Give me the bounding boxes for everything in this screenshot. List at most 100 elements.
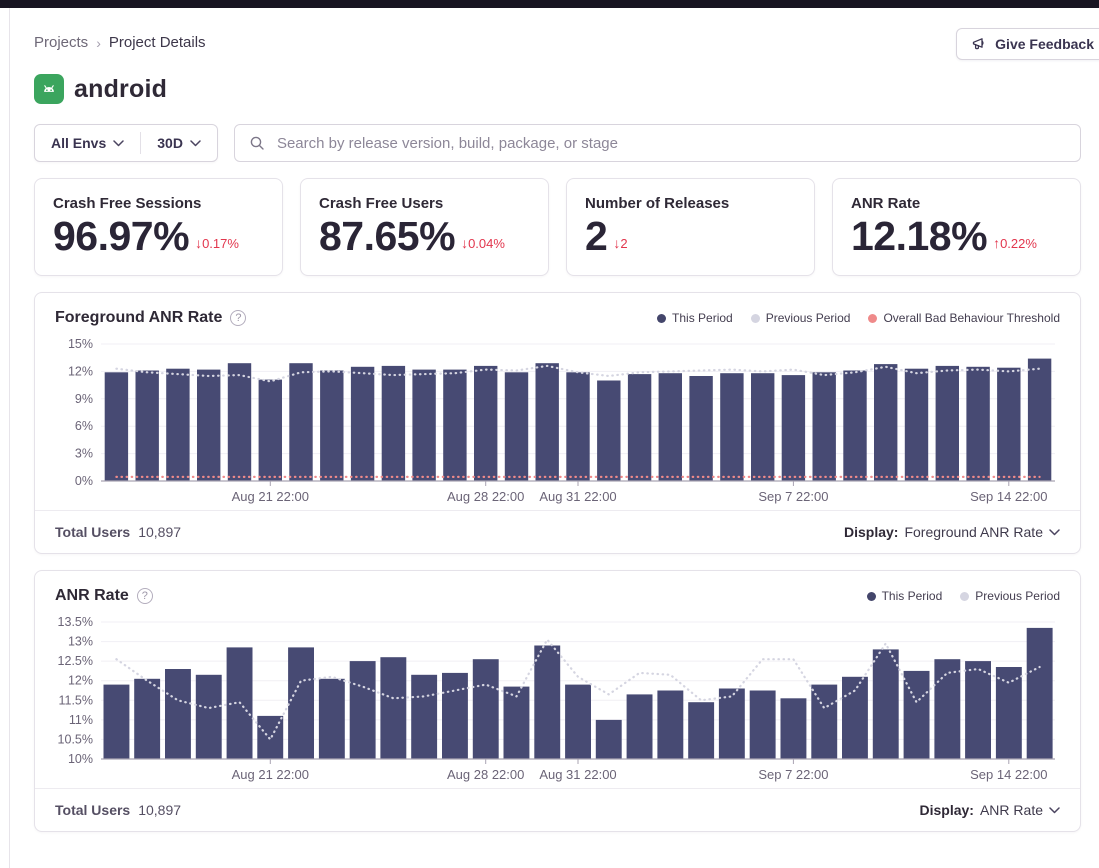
stat-title: Crash Free Users xyxy=(319,195,444,212)
arrow-up-icon: ↑ xyxy=(993,235,1001,252)
stat-delta: ↑0.22% xyxy=(993,235,1037,252)
svg-text:13%: 13% xyxy=(68,635,93,649)
breadcrumb-separator-icon: › xyxy=(96,34,101,51)
chart-footer: Total Users 10,897 Display: Foreground A… xyxy=(35,510,1080,553)
svg-text:Sep 14 22:00: Sep 14 22:00 xyxy=(970,767,1047,782)
svg-text:11.5%: 11.5% xyxy=(58,693,93,707)
legend-dot xyxy=(868,313,878,323)
page-title: android xyxy=(74,74,168,103)
chart-title: ANR Rate xyxy=(55,587,129,604)
date-range-filter-dropdown[interactable]: 30D xyxy=(141,125,217,161)
legend-item-this-period[interactable]: This Period xyxy=(866,589,942,603)
svg-text:12%: 12% xyxy=(68,674,93,688)
display-metric-dropdown[interactable]: Display: ANR Rate xyxy=(920,802,1061,818)
legend-dot xyxy=(750,313,760,323)
megaphone-icon xyxy=(971,36,987,52)
stat-value: 87.65% xyxy=(319,213,456,259)
svg-text:Aug 28 22:00: Aug 28 22:00 xyxy=(447,767,524,782)
stat-delta: ↓2 xyxy=(613,235,628,252)
environment-filter-dropdown[interactable]: All Envs xyxy=(35,125,140,161)
svg-text:9%: 9% xyxy=(75,392,93,406)
filter-divider xyxy=(140,132,142,154)
breadcrumb-project-details: Project Details xyxy=(108,34,206,51)
chevron-down-icon xyxy=(113,139,124,147)
svg-text:Sep 7 22:00: Sep 7 22:00 xyxy=(758,767,828,782)
arrow-down-icon: ↓ xyxy=(613,235,621,252)
help-icon[interactable]: ? xyxy=(136,588,153,604)
svg-text:Sep 7 22:00: Sep 7 22:00 xyxy=(758,489,828,504)
svg-text:13.5%: 13.5% xyxy=(58,615,93,629)
legend-dot xyxy=(960,591,970,601)
chevron-down-icon xyxy=(190,139,201,147)
foreground-anr-rate-card: Foreground ANR Rate ? This Period Previo… xyxy=(34,292,1081,554)
chart-canvas: 0% 3% 6% 9% 12% 15% Aug 21 22:00 Aug 28 22:00 Au… xyxy=(68,337,1055,504)
breadcrumb-projects[interactable]: Projects xyxy=(34,34,89,51)
legend-item-previous-period[interactable]: Previous Period xyxy=(750,311,850,325)
window-top-strip xyxy=(0,0,1099,8)
stat-value: 2 xyxy=(585,213,608,259)
help-icon[interactable]: ? xyxy=(230,310,247,326)
search-input[interactable] xyxy=(274,133,1066,153)
total-users: Total Users 10,897 xyxy=(55,802,182,818)
chart-header: ANR Rate ? This Period Previous Period xyxy=(35,571,1080,611)
svg-text:Aug 31 22:00: Aug 31 22:00 xyxy=(539,489,616,504)
svg-text:11%: 11% xyxy=(69,713,93,727)
chart-footer: Total Users 10,897 Display: ANR Rate xyxy=(35,788,1080,831)
arrow-down-icon: ↓ xyxy=(461,235,469,252)
svg-text:Aug 28 22:00: Aug 28 22:00 xyxy=(447,489,524,504)
stat-card-crash-free-sessions: Crash Free Sessions 96.97% ↓0.17% xyxy=(34,178,283,276)
give-feedback-button[interactable]: Give Feedback xyxy=(956,28,1099,60)
svg-text:3%: 3% xyxy=(75,447,93,461)
environment-filter-label: All Envs xyxy=(51,135,107,151)
svg-text:12%: 12% xyxy=(68,364,93,378)
chart-title: Foreground ANR Rate xyxy=(55,309,223,326)
foreground-anr-rate-chart[interactable]: 0% 3% 6% 9% 12% 15% Aug 21 22:00 Aug 28 22:00 Au… xyxy=(35,333,1080,510)
stat-card-crash-free-users: Crash Free Users 87.65% ↓0.04% xyxy=(300,178,549,276)
legend-item-this-period[interactable]: This Period xyxy=(657,311,733,325)
page-header: Projects › Project Details Give Feedback xyxy=(34,28,1099,60)
anr-rate-chart[interactable]: 10% 10.5% 11% 11.5% 12% 12.5% 13% 13.5% Aug 21 2… xyxy=(35,611,1080,788)
legend-item-previous-period[interactable]: Previous Period xyxy=(960,589,1060,603)
legend-item-threshold[interactable]: Overall Bad Behaviour Threshold xyxy=(868,311,1060,325)
legend-dot xyxy=(866,591,876,601)
svg-text:Aug 21 22:00: Aug 21 22:00 xyxy=(232,767,309,782)
svg-text:10.5%: 10.5% xyxy=(58,732,93,746)
svg-text:Aug 21 22:00: Aug 21 22:00 xyxy=(232,489,309,504)
stat-card-anr-rate: ANR Rate 12.18% ↑0.22% xyxy=(832,178,1081,276)
chevron-down-icon xyxy=(1049,806,1060,814)
stat-title: ANR Rate xyxy=(851,195,921,212)
legend-dot xyxy=(657,313,667,323)
chart-legend: This Period Previous Period xyxy=(866,589,1060,603)
search-box xyxy=(233,124,1081,162)
svg-text:6%: 6% xyxy=(75,419,93,433)
svg-text:12.5%: 12.5% xyxy=(58,654,93,668)
anr-rate-card: ANR Rate ? This Period Previous Period 1… xyxy=(34,570,1081,832)
project-title-row: android xyxy=(34,74,1081,104)
stat-value: 96.97% xyxy=(53,213,190,259)
date-range-filter-label: 30D xyxy=(157,135,183,151)
chevron-down-icon xyxy=(1049,528,1060,536)
svg-text:10%: 10% xyxy=(68,752,93,766)
svg-text:Aug 31 22:00: Aug 31 22:00 xyxy=(539,767,616,782)
give-feedback-label: Give Feedback xyxy=(995,36,1094,52)
svg-text:0%: 0% xyxy=(75,474,93,488)
stat-title: Crash Free Sessions xyxy=(53,195,202,212)
display-metric-dropdown[interactable]: Display: Foreground ANR Rate xyxy=(844,524,1060,540)
search-icon xyxy=(249,135,265,151)
breadcrumb: Projects › Project Details xyxy=(34,28,206,51)
project-details-page: Projects › Project Details Give Feedback xyxy=(9,8,1099,868)
stat-value: 12.18% xyxy=(851,213,988,259)
chart-canvas: 10% 10.5% 11% 11.5% 12% 12.5% 13% 13.5% Aug 21 2… xyxy=(58,615,1055,782)
stat-delta: ↓0.04% xyxy=(461,235,505,252)
total-users-value: 10,897 xyxy=(138,802,182,818)
stat-delta: ↓0.17% xyxy=(195,235,239,252)
stats-row: Crash Free Sessions 96.97% ↓0.17% Crash … xyxy=(34,178,1081,276)
svg-text:Sep 14 22:00: Sep 14 22:00 xyxy=(970,489,1047,504)
chart-legend: This Period Previous Period Overall Bad … xyxy=(657,311,1060,325)
stat-card-number-of-releases: Number of Releases 2 ↓2 xyxy=(566,178,815,276)
filter-bar: All Envs 30D xyxy=(34,124,1081,162)
chart-header: Foreground ANR Rate ? This Period Previo… xyxy=(35,293,1080,333)
svg-text:15%: 15% xyxy=(68,337,93,351)
android-platform-icon xyxy=(34,74,64,104)
total-users: Total Users 10,897 xyxy=(55,524,182,540)
